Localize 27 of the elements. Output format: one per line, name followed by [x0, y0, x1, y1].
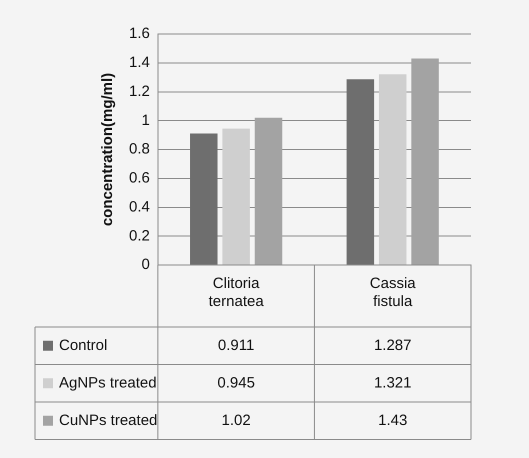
data-label: 1.02	[222, 412, 251, 429]
bar	[411, 58, 439, 264]
x-tick-label: Clitoria ternatea	[208, 275, 264, 310]
data-label: 1.321	[374, 374, 412, 392]
data-label: 1.287	[374, 336, 412, 354]
y-tick-label: 0.6	[128, 170, 150, 187]
x-tick-label: Cassia fistula	[370, 275, 416, 310]
y-tick-label: 1	[142, 112, 150, 129]
y-tick-label: 0	[142, 256, 150, 274]
legend-label: Control	[59, 336, 108, 354]
y-axis-title: concentration(mg/ml)	[99, 72, 116, 226]
y-tick-label: 0.4	[128, 198, 150, 216]
bar	[346, 79, 374, 264]
y-tick-label: 0.8	[128, 140, 150, 158]
bar	[222, 128, 250, 264]
data-label: 0.945	[217, 374, 255, 392]
y-tick-label: 1.4	[128, 54, 150, 72]
y-tick-label: 1.6	[128, 25, 150, 42]
legend-label: AgNPs treated	[59, 374, 157, 392]
bar	[378, 74, 406, 264]
y-tick-label: 1.2	[128, 82, 150, 100]
legend-label: CuNPs treated	[59, 412, 158, 429]
data-label: 0.911	[218, 336, 254, 354]
y-tick-label: 0.2	[128, 227, 150, 244]
bar	[254, 118, 282, 264]
bar	[190, 133, 218, 264]
data-label: 1.43	[378, 412, 408, 429]
